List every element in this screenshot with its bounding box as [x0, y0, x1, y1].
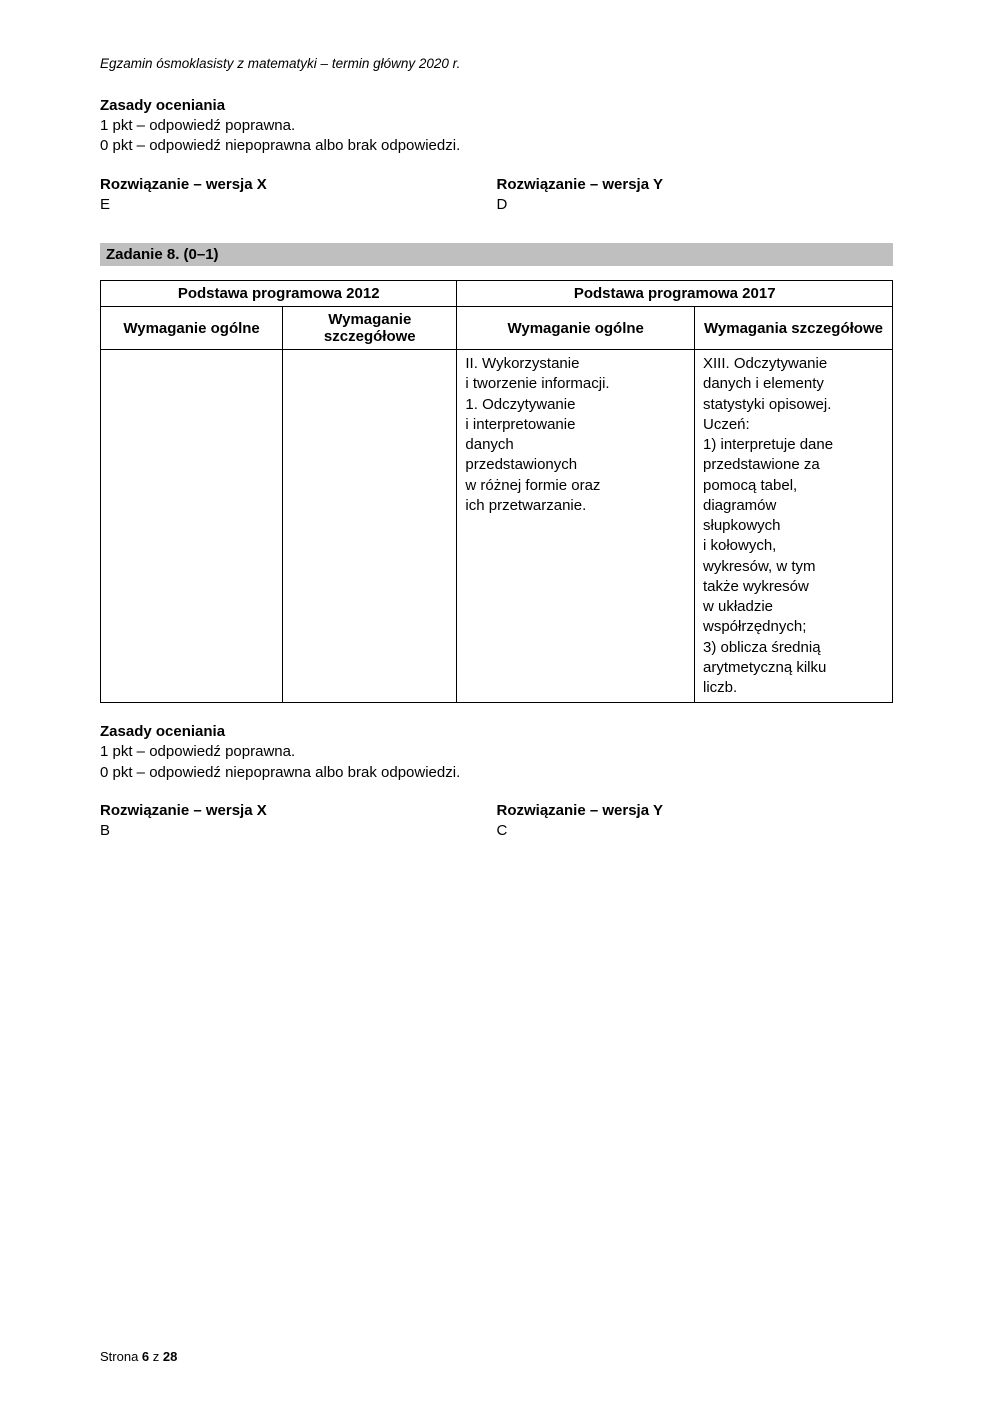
cell-c-l6: przedstawionych: [465, 455, 686, 475]
cell-d-l10: i kołowych,: [703, 536, 884, 556]
grading1-line2: 0 pkt – odpowiedź niepoprawna albo brak …: [100, 136, 893, 156]
grading2-line2: 0 pkt – odpowiedź niepoprawna albo brak …: [100, 763, 893, 783]
table-cell-b: [283, 350, 457, 703]
footer-middle: z: [149, 1349, 163, 1364]
cell-d-l15: 3) oblicza średnią: [703, 638, 884, 658]
footer-prefix: Strona: [100, 1349, 142, 1364]
grading-heading-2: Zasady oceniania: [100, 723, 893, 740]
solution2-y-heading: Rozwiązanie – wersja Y: [497, 801, 894, 821]
solution1-x-heading: Rozwiązanie – wersja X: [100, 175, 497, 195]
page-header: Egzamin ósmoklasisty z matematyki – term…: [100, 56, 893, 71]
cell-c-l7: w różnej formie oraz: [465, 476, 686, 496]
solutions-row-1: Rozwiązanie – wersja X E Rozwiązanie – w…: [100, 175, 893, 216]
cell-d-l3: statystyki opisowej.: [703, 395, 884, 415]
table-sub-b: Wymaganie szczegółowe: [283, 307, 457, 350]
solution1-x-value: E: [100, 195, 497, 215]
cell-d-l17: liczb.: [703, 678, 884, 698]
solution1-y-heading: Rozwiązanie – wersja Y: [497, 175, 894, 195]
cell-d-l14: współrzędnych;: [703, 617, 884, 637]
grading-heading-1: Zasady oceniania: [100, 97, 893, 114]
requirements-table: Podstawa programowa 2012 Podstawa progra…: [100, 280, 893, 703]
cell-d-l12: także wykresów: [703, 577, 884, 597]
table-sub-c: Wymaganie ogólne: [457, 307, 695, 350]
footer-total: 28: [163, 1349, 177, 1364]
solutions-row-2: Rozwiązanie – wersja X B Rozwiązanie – w…: [100, 801, 893, 842]
table-header-2017: Podstawa programowa 2017: [457, 281, 893, 307]
table-cell-a: [101, 350, 283, 703]
cell-c-l8: ich przetwarzanie.: [465, 496, 686, 516]
grading2-line1: 1 pkt – odpowiedź poprawna.: [100, 742, 893, 762]
cell-d-l16: arytmetyczną kilku: [703, 658, 884, 678]
grading1-line1: 1 pkt – odpowiedź poprawna.: [100, 116, 893, 136]
cell-d-l9: słupkowych: [703, 516, 884, 536]
solution1-y-value: D: [497, 195, 894, 215]
cell-c-l1: II. Wykorzystanie: [465, 354, 686, 374]
cell-d-l5: 1) interpretuje dane: [703, 435, 884, 455]
table-cell-d: XIII. Odczytywanie danych i elementy sta…: [694, 350, 892, 703]
zadanie-bar: Zadanie 8. (0–1): [100, 243, 893, 266]
cell-c-l5: danych: [465, 435, 686, 455]
table-sub-d: Wymagania szczegółowe: [694, 307, 892, 350]
cell-d-l2: danych i elementy: [703, 374, 884, 394]
cell-d-l6: przedstawione za: [703, 455, 884, 475]
cell-d-l7: pomocą tabel,: [703, 476, 884, 496]
solution2-x-heading: Rozwiązanie – wersja X: [100, 801, 497, 821]
solution2-x-value: B: [100, 821, 497, 841]
table-sub-a: Wymaganie ogólne: [101, 307, 283, 350]
cell-d-l4: Uczeń:: [703, 415, 884, 435]
cell-d-l13: w układzie: [703, 597, 884, 617]
cell-d-l1: XIII. Odczytywanie: [703, 354, 884, 374]
page-footer: Strona 6 z 28: [100, 1349, 177, 1364]
solution2-y-value: C: [497, 821, 894, 841]
cell-d-l11: wykresów, w tym: [703, 557, 884, 577]
table-header-2012: Podstawa programowa 2012: [101, 281, 457, 307]
cell-d-l8: diagramów: [703, 496, 884, 516]
table-cell-c: II. Wykorzystanie i tworzenie informacji…: [457, 350, 695, 703]
cell-c-l2: i tworzenie informacji.: [465, 374, 686, 394]
cell-c-l3: 1. Odczytywanie: [465, 395, 686, 415]
cell-c-l4: i interpretowanie: [465, 415, 686, 435]
